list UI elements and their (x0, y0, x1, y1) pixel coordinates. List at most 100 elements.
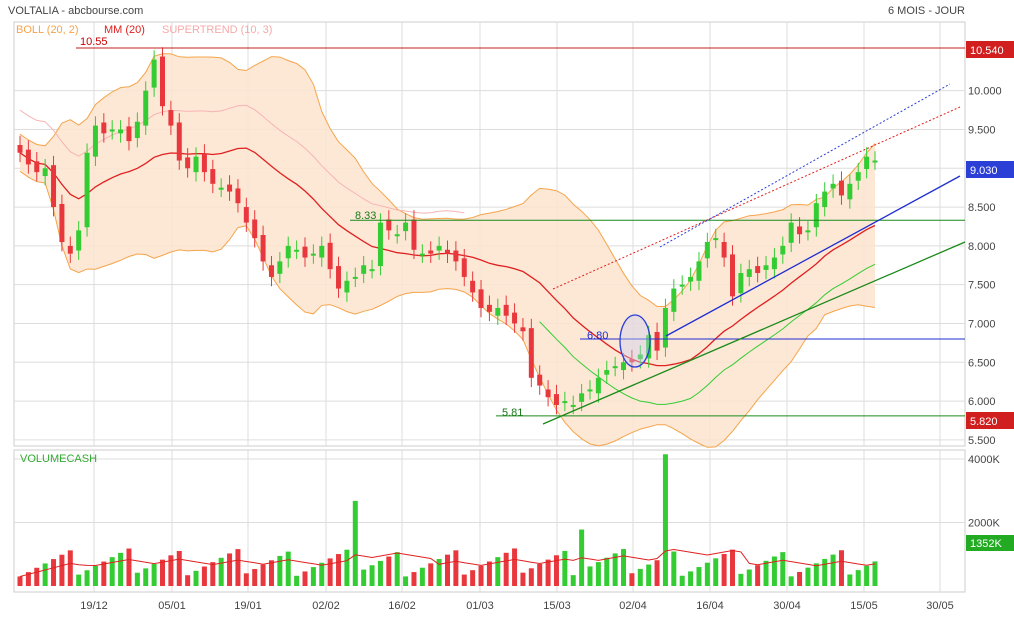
x-tick-label: 05/01 (158, 600, 186, 612)
candle-body (394, 234, 400, 237)
candle-body (25, 149, 31, 165)
volume-tick-label: 4000K (968, 454, 1000, 466)
candle-body (629, 359, 635, 363)
candle-body (252, 219, 258, 239)
volume-bar (101, 561, 107, 586)
candle-body (84, 152, 90, 228)
candle-body (176, 122, 182, 161)
volume-bar (176, 550, 182, 586)
volume-bar (302, 571, 308, 586)
candle-body (109, 129, 115, 132)
volume-bar (185, 575, 191, 586)
trend-line-blue-dotted (659, 83, 951, 248)
volume-bar (713, 558, 719, 586)
candle-body (503, 304, 509, 316)
candle-body (17, 145, 23, 153)
volume-bar (805, 567, 811, 586)
volume-bar (42, 563, 48, 586)
volume-bar (520, 572, 526, 586)
volume-bar (268, 560, 274, 586)
volume-bar (210, 562, 216, 586)
x-tick-label: 19/01 (234, 600, 262, 612)
volume-bar (118, 552, 124, 586)
candle-body (386, 219, 392, 231)
candle-body (637, 354, 643, 360)
volume-bar (763, 560, 769, 586)
candle-body (34, 161, 40, 173)
candle-body (654, 332, 660, 351)
candle-body (319, 245, 325, 258)
candle-body (587, 389, 593, 392)
volume-bar (252, 568, 258, 586)
candle-body (235, 188, 241, 204)
x-tick-label: 16/04 (696, 600, 724, 612)
candle-body (227, 184, 233, 192)
annotation-833: 8.33 (355, 210, 376, 222)
volume-bar (109, 557, 115, 586)
candle-body (780, 245, 786, 255)
candle-body (730, 254, 735, 297)
volume-bar (872, 561, 878, 586)
volume-bar (84, 570, 90, 586)
volume-bar (587, 566, 593, 586)
volume-bar (503, 552, 509, 586)
period-label: 6 MOIS - JOUR (888, 5, 965, 17)
candle-body (646, 335, 652, 359)
candle-body (679, 284, 685, 287)
volume-bar (277, 555, 283, 586)
volume-bar (528, 568, 534, 586)
candle-body (344, 280, 350, 293)
y-tick-label: 5.500 (968, 435, 996, 447)
volume-bar (294, 575, 300, 586)
volume-bar (612, 553, 618, 586)
volume-bar (671, 551, 677, 586)
candle-body (805, 230, 811, 233)
volume-bar (453, 550, 459, 586)
candle-body (185, 157, 191, 169)
volume-bar (51, 559, 57, 586)
volume-bar (377, 560, 383, 586)
candle-body (512, 312, 518, 324)
candle-body (67, 245, 73, 254)
candle-body (403, 222, 409, 232)
volume-bar (76, 574, 82, 586)
candle-body (168, 110, 174, 126)
volume-bar (730, 549, 735, 586)
candle-body (771, 257, 777, 270)
volume-bar (67, 550, 73, 586)
candle-body (436, 245, 442, 251)
volume-bar (847, 574, 853, 586)
volume-bar (218, 557, 224, 586)
volume-bar (704, 562, 710, 586)
candle-body (864, 156, 870, 170)
volume-bar (369, 565, 375, 586)
volume-bar (813, 563, 819, 586)
volume-bar (243, 573, 249, 586)
candle-body (51, 165, 57, 208)
volume-bar (512, 548, 518, 586)
candle-body (352, 276, 358, 279)
volume-bar (486, 561, 492, 586)
candle-body (151, 59, 157, 88)
candle-body (822, 191, 828, 208)
volume-bar (160, 559, 165, 586)
volume-bar (604, 557, 610, 586)
candle-body (696, 261, 702, 281)
volume-bar (327, 558, 333, 586)
candle-body (604, 370, 610, 375)
y-tick-label: 9.500 (968, 124, 996, 136)
candle-body (478, 289, 484, 308)
volume-bar (470, 570, 476, 586)
low-price-tag (966, 412, 1014, 429)
x-tick-label: 02/04 (619, 600, 647, 612)
volume-bar (336, 554, 342, 586)
y-tick-label: 10.000 (968, 86, 1002, 98)
volume-bar (445, 554, 450, 586)
candle-body (369, 269, 375, 272)
candle-body (143, 90, 149, 126)
annotation-581: 5.81 (502, 407, 523, 419)
candle-body (838, 180, 844, 196)
volume-bar (134, 572, 140, 586)
volume-bar (721, 553, 727, 586)
